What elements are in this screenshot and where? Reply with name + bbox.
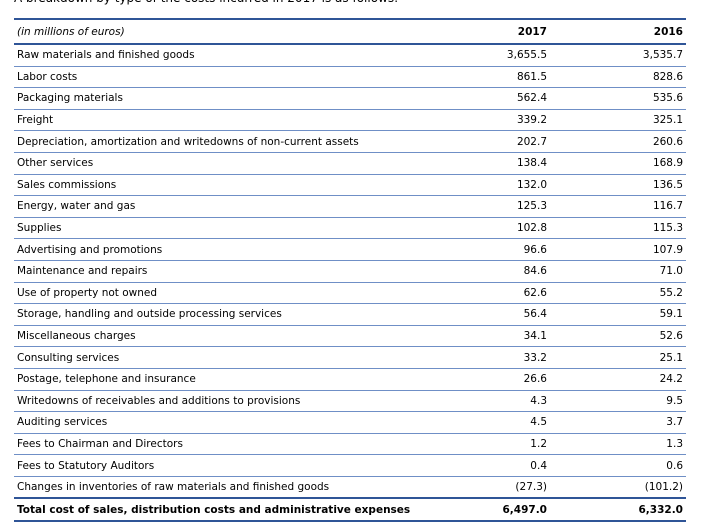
- cost-row: Raw materials and finished goods 3,655.5 3…: [14, 44, 686, 67]
- amount-cell: 4.3: [424, 390, 550, 413]
- year-header: 2016: [550, 18, 686, 45]
- label-cell: Raw materials and finished goods: [14, 44, 424, 67]
- cost-row: Fees to Statutory Auditors 0.4 0.6: [14, 454, 686, 477]
- label-cell: Writedowns of receivables and additions …: [14, 390, 424, 413]
- amount-cell: 1.2: [424, 433, 550, 456]
- cost-row: Postage, telephone and insurance 26.6 24.2: [14, 368, 686, 391]
- cost-row: Other services 138.4 168.9: [14, 152, 686, 175]
- label-cell: Other services: [14, 152, 424, 175]
- amount-cell: 52.6: [550, 325, 686, 348]
- label-cell: Maintenance and repairs: [14, 260, 424, 283]
- amount-cell: 56.4: [424, 303, 550, 326]
- label-cell: Fees to Statutory Auditors: [14, 454, 424, 477]
- amount-cell: 33.2: [424, 346, 550, 369]
- amount-cell: 3.7: [550, 411, 686, 434]
- amount-cell: 325.1: [550, 109, 686, 132]
- total-amount: 6,332.0: [550, 497, 686, 523]
- amount-cell: (101.2): [550, 476, 686, 499]
- year-header: 2017: [424, 18, 550, 45]
- label-cell: Packaging materials: [14, 87, 424, 110]
- cost-row: Freight 339.2 325.1: [14, 109, 686, 132]
- intro-text: A breakdown by type of the costs incurre…: [14, 0, 398, 5]
- label-cell: Freight: [14, 109, 424, 132]
- amount-cell: 260.6: [550, 130, 686, 153]
- cost-row: Supplies 102.8 115.3: [14, 217, 686, 240]
- amount-cell: 26.6: [424, 368, 550, 391]
- total-row: Total cost of sales, distribution costs …: [14, 497, 686, 523]
- total-label: Total cost of sales, distribution costs …: [14, 497, 424, 523]
- amount-cell: 3,655.5: [424, 44, 550, 67]
- amount-cell: 3,535.7: [550, 44, 686, 67]
- total-amount: 6,497.0: [424, 497, 550, 523]
- amount-cell: 9.5: [550, 390, 686, 413]
- cost-row: Fees to Chairman and Directors 1.2 1.3: [14, 433, 686, 456]
- unit-header: (in millions of euros): [14, 18, 424, 45]
- label-cell: Supplies: [14, 217, 424, 240]
- cost-row: Maintenance and repairs 84.6 71.0: [14, 260, 686, 283]
- label-cell: Use of property not owned: [14, 282, 424, 305]
- cost-row: Advertising and promotions 96.6 107.9: [14, 238, 686, 261]
- amount-cell: 84.6: [424, 260, 550, 283]
- cost-row: Packaging materials 562.4 535.6: [14, 87, 686, 110]
- cost-row: Depreciation, amortization and writedown…: [14, 130, 686, 153]
- amount-cell: 102.8: [424, 217, 550, 240]
- amount-cell: 138.4: [424, 152, 550, 175]
- amount-cell: 202.7: [424, 130, 550, 153]
- label-cell: Changes in inventories of raw materials …: [14, 476, 424, 499]
- label-cell: Postage, telephone and insurance: [14, 368, 424, 391]
- amount-cell: 25.1: [550, 346, 686, 369]
- label-cell: Storage, handling and outside processing…: [14, 303, 424, 326]
- amount-cell: 24.2: [550, 368, 686, 391]
- amount-cell: 96.6: [424, 238, 550, 261]
- amount-cell: 562.4: [424, 87, 550, 110]
- amount-cell: 339.2: [424, 109, 550, 132]
- label-cell: Consulting services: [14, 346, 424, 369]
- cost-table: (in millions of euros) 2017 2016 Raw mater…: [14, 18, 686, 523]
- label-cell: Advertising and promotions: [14, 238, 424, 261]
- cost-row: Auditing services 4.5 3.7: [14, 411, 686, 434]
- cost-row: Energy, water and gas 125.3 116.7: [14, 195, 686, 218]
- amount-cell: 132.0: [424, 174, 550, 197]
- amount-cell: 116.7: [550, 195, 686, 218]
- label-cell: Auditing services: [14, 411, 424, 434]
- cost-row: Sales commissions 132.0 136.5: [14, 174, 686, 197]
- amount-cell: 55.2: [550, 282, 686, 305]
- amount-cell: 34.1: [424, 325, 550, 348]
- amount-cell: 71.0: [550, 260, 686, 283]
- cost-row: Miscellaneous charges 34.1 52.6: [14, 325, 686, 348]
- cost-row: Use of property not owned 62.6 55.2: [14, 282, 686, 305]
- amount-cell: 0.4: [424, 454, 550, 477]
- amount-cell: 535.6: [550, 87, 686, 110]
- amount-cell: 136.5: [550, 174, 686, 197]
- amount-cell: 125.3: [424, 195, 550, 218]
- label-cell: Fees to Chairman and Directors: [14, 433, 424, 456]
- label-cell: Miscellaneous charges: [14, 325, 424, 348]
- cost-row: Changes in inventories of raw materials …: [14, 476, 686, 499]
- label-cell: Labor costs: [14, 66, 424, 89]
- amount-cell: 1.3: [550, 433, 686, 456]
- cost-row: Consulting services 33.2 25.1: [14, 346, 686, 369]
- cost-row: Labor costs 861.5 828.6: [14, 66, 686, 89]
- amount-cell: (27.3): [424, 476, 550, 499]
- label-cell: Sales commissions: [14, 174, 424, 197]
- amount-cell: 107.9: [550, 238, 686, 261]
- label-cell: Energy, water and gas: [14, 195, 424, 218]
- amount-cell: 4.5: [424, 411, 550, 434]
- cost-row: Writedowns of receivables and additions …: [14, 390, 686, 413]
- amount-cell: 0.6: [550, 454, 686, 477]
- amount-cell: 62.6: [424, 282, 550, 305]
- amount-cell: 59.1: [550, 303, 686, 326]
- cost-row: Storage, handling and outside processing…: [14, 303, 686, 326]
- amount-cell: 828.6: [550, 66, 686, 89]
- header-row: (in millions of euros) 2017 2016: [14, 18, 686, 45]
- label-cell: Depreciation, amortization and writedown…: [14, 130, 424, 153]
- amount-cell: 861.5: [424, 66, 550, 89]
- amount-cell: 115.3: [550, 217, 686, 240]
- amount-cell: 168.9: [550, 152, 686, 175]
